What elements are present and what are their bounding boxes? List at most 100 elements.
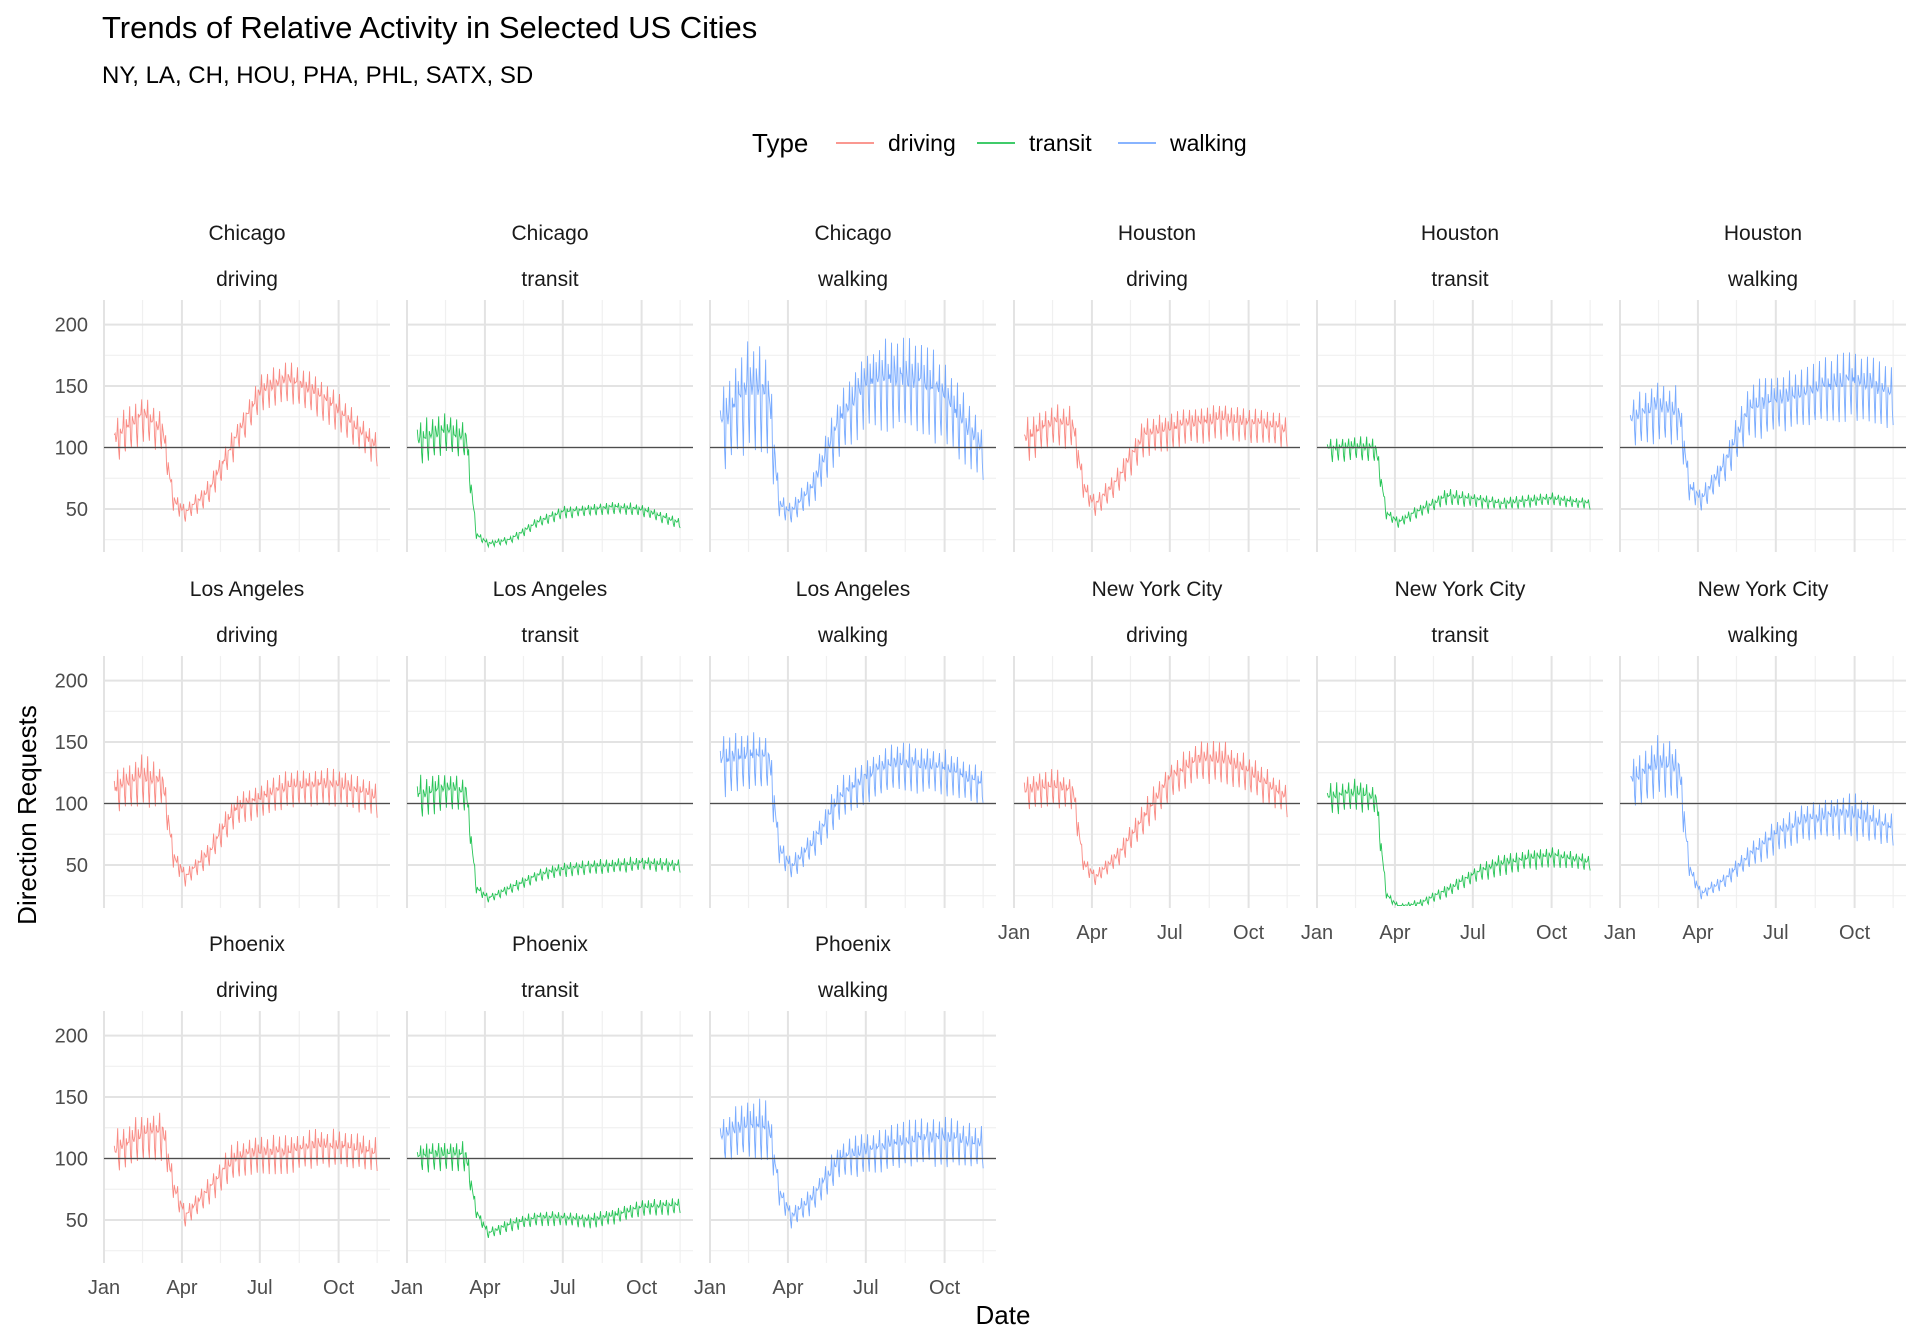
legend-label-driving: driving [888,130,956,156]
strip-type-label: driving [1126,624,1188,647]
strip-type-label: transit [521,268,578,291]
y-tick-label: 200 [55,315,88,337]
series-line-walking [719,732,984,878]
strip-type-label: transit [1431,268,1488,291]
panel-new-york-city-walking: New York City walking Jan Apr Jul Oct [1604,578,1906,944]
chart-subtitle: NY, LA, CH, HOU, PHA, PHL, SATX, SD [102,62,533,89]
y-tick-label: 200 [55,1026,88,1048]
x-tick-label: Jul [1157,922,1183,944]
x-tick-label: Apr [1682,922,1713,944]
x-tick-label: Apr [1076,922,1107,944]
series-line-walking [1629,352,1894,511]
panel-phoenix-driving: Phoenix driving 50 100 150 200 Jan Apr Jul Oct [55,933,390,1299]
strip-type-label: transit [1431,624,1488,647]
chart-title: Trends of Relative Activity in Selected … [102,10,757,45]
strip-city-label: New York City [1092,578,1223,601]
strip-type-label: driving [216,979,278,1002]
strip-type-label: walking [1727,268,1798,291]
x-tick-label: Apr [166,1277,197,1299]
y-axis-label: Direction Requests [12,705,42,925]
strip-city-label: Chicago [814,222,891,245]
x-tick-label: Oct [1536,922,1568,944]
series-line-driving [1023,404,1288,516]
panel-new-york-city-driving: New York City driving Jan Apr Jul Oct [998,578,1300,944]
y-tick-label: 50 [66,499,88,521]
x-tick-label: Jul [550,1277,576,1299]
y-tick-label: 150 [55,1087,88,1109]
x-tick-label: Jul [1763,922,1789,944]
series-line-transit [416,1141,681,1239]
x-tick-label: Jan [694,1277,726,1299]
x-tick-label: Jan [1604,922,1636,944]
strip-type-label: driving [216,624,278,647]
panel-houston-transit: Houston transit [1316,222,1603,552]
facet-panels: Chicagodriving50100150200ChicagotransitC… [55,222,1906,1299]
x-tick-label: Jul [853,1277,879,1299]
y-tick-label: 100 [55,794,88,816]
panel-los-angeles-walking: Los Angeles walking [709,578,996,908]
panel-chicago-transit: Chicago transit [406,222,693,552]
strip-type-label: driving [1126,268,1188,291]
strip-type-label: driving [216,268,278,291]
panel-chicago-driving: Chicago driving 50 100 150 200 [55,222,390,552]
y-tick-label: 100 [55,1149,88,1171]
x-tick-label: Oct [323,1277,355,1299]
strip-city-label: Houston [1118,222,1196,245]
strip-city-label: Los Angeles [796,578,910,601]
series-line-driving [1023,740,1288,886]
panel-chicago-walking: Chicago walking [709,222,996,552]
strip-city-label: Houston [1421,222,1499,245]
y-tick-label: 150 [55,376,88,398]
series-line-driving [113,1112,378,1227]
strip-type-label: walking [817,268,888,291]
strip-city-label: Chicago [208,222,285,245]
series-line-driving [113,362,378,522]
strip-type-label: walking [817,979,888,1002]
strip-city-label: Chicago [511,222,588,245]
legend: Type driving transit walking [752,128,1247,158]
panel-houston-driving: Houston driving [1013,222,1300,552]
series-line-transit [416,774,681,903]
x-tick-label: Oct [1839,922,1871,944]
strip-type-label: walking [1727,624,1798,647]
x-tick-label: Apr [469,1277,500,1299]
strip-city-label: Los Angeles [493,578,607,601]
x-tick-label: Jan [391,1277,423,1299]
strip-city-label: Houston [1724,222,1802,245]
strip-type-label: transit [521,624,578,647]
x-tick-label: Oct [626,1277,658,1299]
y-tick-label: 50 [66,1210,88,1232]
x-tick-label: Apr [772,1277,803,1299]
strip-city-label: Phoenix [512,933,588,956]
x-tick-label: Jan [1301,922,1333,944]
legend-title: Type [752,128,808,158]
y-tick-label: 50 [66,855,88,877]
y-tick-label: 150 [55,732,88,754]
series-line-walking [719,1098,984,1229]
strip-city-label: Phoenix [815,933,891,956]
x-tick-label: Jul [1460,922,1486,944]
panel-los-angeles-transit: Los Angeles transit [406,578,693,908]
panel-los-angeles-driving: Los Angeles driving 50 100 150 200 [55,578,390,908]
series-line-transit [416,413,681,549]
strip-type-label: walking [817,624,888,647]
y-tick-label: 200 [55,671,88,693]
strip-city-label: New York City [1395,578,1526,601]
legend-label-transit: transit [1029,130,1092,156]
strip-city-label: New York City [1698,578,1829,601]
series-line-walking [719,337,984,523]
x-tick-label: Oct [929,1277,961,1299]
strip-type-label: transit [521,979,578,1002]
series-line-transit [1326,778,1591,907]
x-tick-label: Apr [1379,922,1410,944]
x-tick-label: Jul [247,1277,273,1299]
x-tick-label: Jan [88,1277,120,1299]
panel-phoenix-walking: Phoenix walking Jan Apr Jul Oct [694,933,996,1299]
y-tick-label: 100 [55,438,88,460]
x-tick-label: Jan [998,922,1030,944]
x-axis-label: Date [976,1300,1031,1330]
strip-city-label: Phoenix [209,933,285,956]
panel-phoenix-transit: Phoenix transit Jan Apr Jul Oct [391,933,693,1299]
series-line-walking [1630,735,1894,900]
